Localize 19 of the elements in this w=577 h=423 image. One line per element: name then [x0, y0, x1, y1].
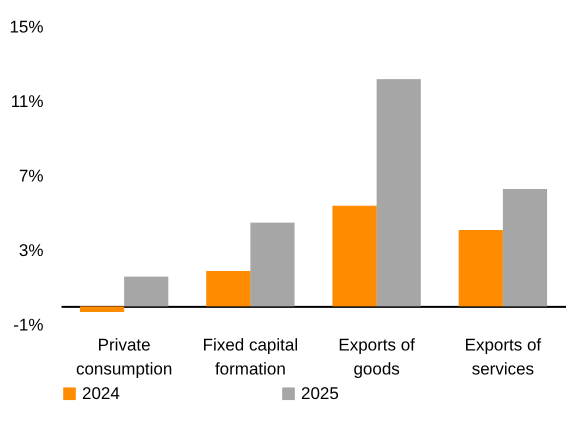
bar — [376, 79, 421, 306]
bar — [124, 276, 168, 306]
bar — [250, 222, 295, 306]
y-tick-label: 7% — [18, 166, 44, 186]
bar — [458, 230, 503, 306]
x-tick-label: Exports of goods — [338, 336, 416, 378]
legend-label: 2024 — [82, 384, 120, 403]
y-tick-label: 3% — [18, 241, 44, 260]
bar — [206, 270, 250, 306]
y-tick-label: 11% — [10, 92, 44, 111]
y-tick-label: 15% — [9, 18, 44, 36]
x-tick-label: Private consumption — [76, 336, 172, 378]
bar — [332, 206, 377, 306]
y-tick-label: -1% — [13, 316, 44, 334]
bar — [502, 189, 548, 306]
legend-label: 2025 — [301, 384, 339, 403]
bar — [80, 306, 124, 312]
x-tick-label: Fixed capital formation — [202, 336, 298, 378]
x-tick-label: Exports of services — [464, 336, 542, 378]
